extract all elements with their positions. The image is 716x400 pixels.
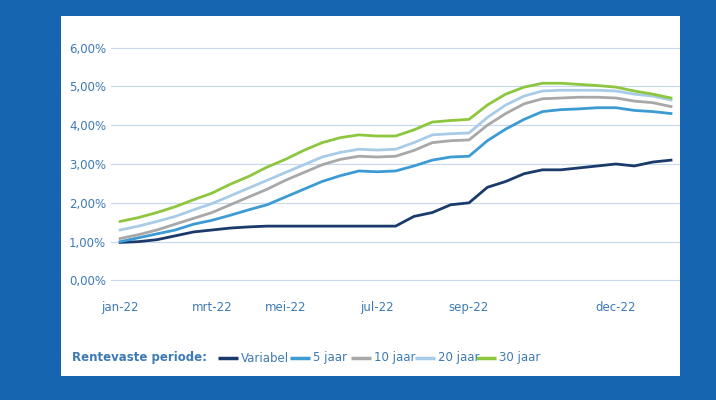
- FancyBboxPatch shape: [42, 5, 699, 387]
- Text: Variabel: Variabel: [241, 352, 289, 364]
- Text: 10 jaar: 10 jaar: [374, 352, 415, 364]
- Text: 20 jaar: 20 jaar: [438, 352, 480, 364]
- Text: Rentevaste periode:: Rentevaste periode:: [72, 352, 207, 364]
- Text: 30 jaar: 30 jaar: [499, 352, 541, 364]
- Text: 5 jaar: 5 jaar: [313, 352, 347, 364]
